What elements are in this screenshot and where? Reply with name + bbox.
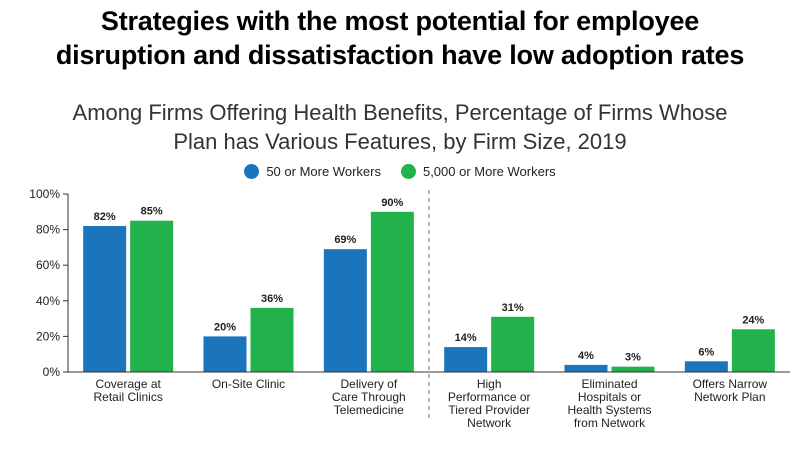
x-category-label-line: Hospitals or bbox=[578, 390, 641, 404]
y-tick-label: 80% bbox=[36, 223, 60, 237]
bar-value-label: 82% bbox=[94, 211, 116, 223]
chart-title-line-1: Strategies with the most potential for e… bbox=[100, 6, 700, 36]
x-category-label-line: Care Through bbox=[332, 390, 406, 404]
x-category-label-line: Network bbox=[467, 416, 512, 430]
bar bbox=[83, 226, 127, 372]
bar bbox=[250, 307, 294, 372]
legend-swatch-50-plus-icon bbox=[244, 164, 260, 179]
x-category-label-line: Retail Clinics bbox=[93, 390, 162, 404]
y-tick-label: 40% bbox=[36, 294, 60, 308]
x-category-label: Offers Narrow Network Plan bbox=[693, 377, 768, 404]
bar-value-label: 20% bbox=[214, 321, 236, 333]
x-category-label-line: Coverage at bbox=[95, 377, 161, 391]
x-category-label-line: On-Site Clinic bbox=[212, 377, 285, 391]
bar-value-label: 14% bbox=[455, 332, 477, 344]
x-category-label: Coverage at Retail Clinics bbox=[93, 377, 162, 404]
legend-item-50-plus: 50 or More Workers bbox=[244, 164, 381, 179]
bar bbox=[203, 336, 247, 372]
x-category-label: High Performance or Tiered Provider Network bbox=[448, 377, 531, 430]
bar-value-label: 31% bbox=[502, 302, 524, 314]
y-tick-label: 20% bbox=[36, 329, 60, 343]
x-category-label-line: Performance or bbox=[448, 390, 531, 404]
x-category-label-line: Network Plan bbox=[694, 390, 765, 404]
bar bbox=[370, 211, 414, 372]
bar-value-label: 36% bbox=[261, 293, 283, 305]
bar-value-label: 6% bbox=[698, 346, 714, 358]
y-tick-label: 100% bbox=[29, 187, 60, 201]
bar bbox=[491, 316, 535, 372]
bar bbox=[684, 361, 728, 372]
chart-subtitle-line-1: Among Firms Offering Health Benefits, Pe… bbox=[72, 100, 728, 125]
chart-title-line-2: disruption and dissatisfaction have low … bbox=[55, 40, 745, 70]
bar-value-label: 85% bbox=[141, 206, 163, 218]
legend-item-5000-plus: 5,000 or More Workers bbox=[400, 164, 556, 179]
y-tick-label: 0% bbox=[43, 365, 61, 379]
legend-swatch-5000-plus-icon bbox=[400, 164, 416, 179]
bar bbox=[444, 347, 488, 372]
bar-value-label: 3% bbox=[625, 352, 641, 364]
legend-label-5000-plus: 5,000 or More Workers bbox=[422, 164, 556, 179]
bar-value-label: 4% bbox=[578, 350, 594, 362]
y-tick-label: 60% bbox=[36, 258, 60, 272]
x-category-label: Eliminated Hospitals or Health Systems from… bbox=[567, 377, 651, 430]
x-category-label-line: Telemedicine bbox=[334, 403, 404, 417]
bar bbox=[611, 366, 655, 372]
chart-subtitle: Among Firms Offering Health Benefits, Pe… bbox=[0, 98, 800, 156]
x-category-label-line: Delivery of bbox=[340, 377, 397, 391]
legend-label-50-plus: 50 or More Workers bbox=[266, 164, 381, 179]
x-category-label-line: Health Systems bbox=[567, 403, 651, 417]
bar bbox=[731, 329, 775, 372]
x-category-label-line: Offers Narrow bbox=[693, 377, 768, 391]
x-category-label-line: from Network bbox=[574, 416, 646, 430]
x-category-label-line: Tiered Provider bbox=[448, 403, 530, 417]
bar bbox=[564, 364, 608, 372]
chart-legend: 50 or More Workers 5,000 or More Workers bbox=[0, 164, 800, 179]
chart-title: Strategies with the most potential for e… bbox=[0, 4, 800, 72]
chart-subtitle-line-2: Plan has Various Features, by Firm Size,… bbox=[173, 129, 627, 154]
bar-value-label: 24% bbox=[742, 314, 764, 326]
bar bbox=[130, 220, 174, 372]
x-category-label-line: Eliminated bbox=[581, 377, 637, 391]
bar-value-label: 69% bbox=[334, 234, 356, 246]
bar-value-label: 90% bbox=[381, 197, 403, 209]
x-category-label: On-Site Clinic bbox=[212, 377, 285, 391]
x-category-label: Delivery of Care Through Telemedicine bbox=[332, 377, 406, 417]
bar bbox=[323, 249, 367, 372]
x-category-label-line: High bbox=[477, 377, 502, 391]
